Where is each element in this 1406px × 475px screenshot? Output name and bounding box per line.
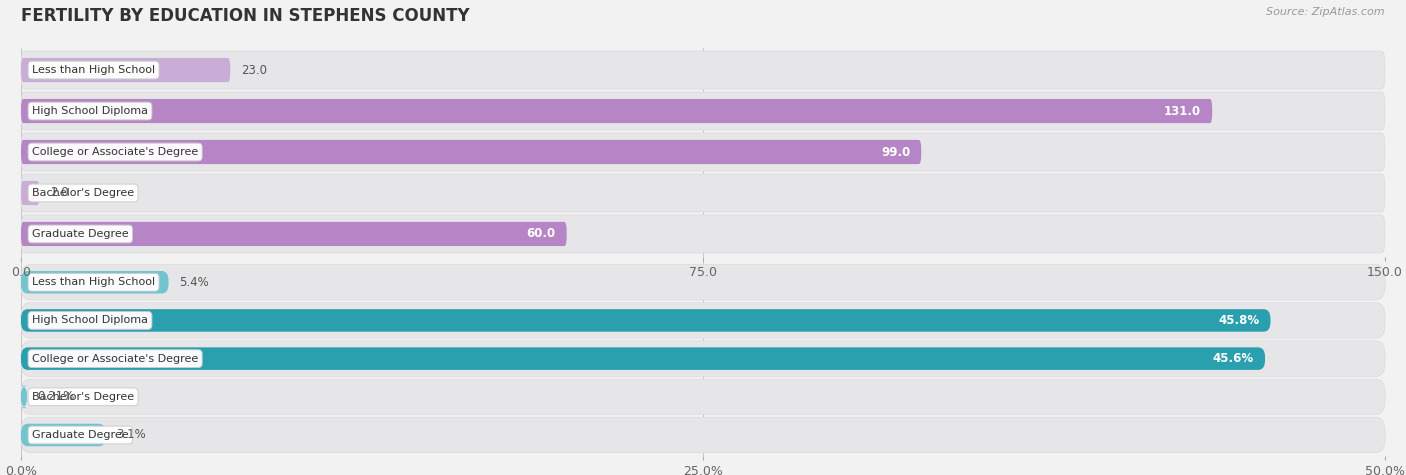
FancyBboxPatch shape bbox=[21, 347, 1265, 370]
Text: 2.0: 2.0 bbox=[51, 187, 69, 200]
FancyBboxPatch shape bbox=[21, 341, 1385, 376]
FancyBboxPatch shape bbox=[21, 58, 231, 82]
FancyBboxPatch shape bbox=[21, 309, 1271, 332]
Text: 3.1%: 3.1% bbox=[117, 428, 146, 441]
Text: Bachelor's Degree: Bachelor's Degree bbox=[32, 392, 134, 402]
Text: FERTILITY BY EDUCATION IN STEPHENS COUNTY: FERTILITY BY EDUCATION IN STEPHENS COUNT… bbox=[21, 7, 470, 25]
Text: Less than High School: Less than High School bbox=[32, 277, 155, 287]
FancyBboxPatch shape bbox=[21, 51, 1385, 89]
FancyBboxPatch shape bbox=[21, 181, 39, 205]
FancyBboxPatch shape bbox=[21, 92, 1385, 130]
Text: 131.0: 131.0 bbox=[1164, 104, 1201, 117]
FancyBboxPatch shape bbox=[21, 265, 1385, 300]
Text: Less than High School: Less than High School bbox=[32, 65, 155, 75]
Text: Source: ZipAtlas.com: Source: ZipAtlas.com bbox=[1267, 7, 1385, 17]
FancyBboxPatch shape bbox=[21, 424, 105, 446]
FancyBboxPatch shape bbox=[21, 99, 1212, 123]
Text: 23.0: 23.0 bbox=[240, 64, 267, 76]
FancyBboxPatch shape bbox=[21, 417, 1385, 453]
Text: High School Diploma: High School Diploma bbox=[32, 106, 148, 116]
Text: 60.0: 60.0 bbox=[527, 228, 555, 240]
FancyBboxPatch shape bbox=[21, 215, 1385, 253]
FancyBboxPatch shape bbox=[21, 271, 169, 294]
Text: 45.8%: 45.8% bbox=[1219, 314, 1260, 327]
FancyBboxPatch shape bbox=[20, 386, 28, 408]
Text: 0.21%: 0.21% bbox=[38, 390, 75, 403]
FancyBboxPatch shape bbox=[21, 222, 567, 246]
FancyBboxPatch shape bbox=[21, 133, 1385, 171]
FancyBboxPatch shape bbox=[21, 303, 1385, 338]
FancyBboxPatch shape bbox=[21, 140, 921, 164]
Text: Bachelor's Degree: Bachelor's Degree bbox=[32, 188, 134, 198]
Text: 99.0: 99.0 bbox=[882, 145, 910, 159]
FancyBboxPatch shape bbox=[21, 174, 1385, 212]
FancyBboxPatch shape bbox=[21, 379, 1385, 415]
Text: Graduate Degree: Graduate Degree bbox=[32, 430, 128, 440]
Text: Graduate Degree: Graduate Degree bbox=[32, 229, 128, 239]
Text: College or Associate's Degree: College or Associate's Degree bbox=[32, 353, 198, 364]
Text: High School Diploma: High School Diploma bbox=[32, 315, 148, 325]
Text: 5.4%: 5.4% bbox=[180, 276, 209, 289]
Text: 45.6%: 45.6% bbox=[1213, 352, 1254, 365]
Text: College or Associate's Degree: College or Associate's Degree bbox=[32, 147, 198, 157]
